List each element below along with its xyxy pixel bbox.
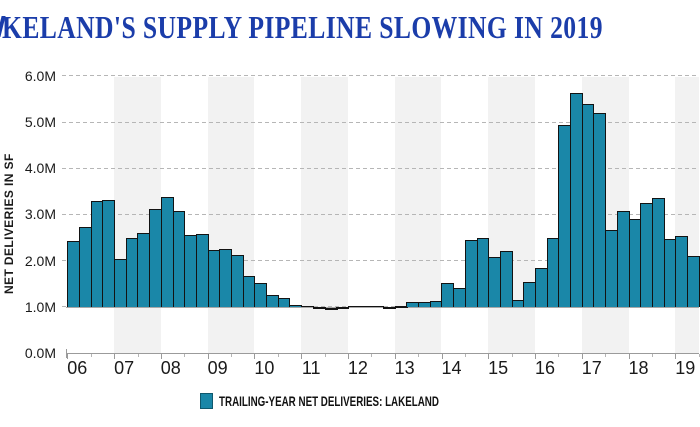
gridline	[62, 121, 699, 123]
x-axis-year-tick	[488, 354, 490, 359]
x-axis-year-tick	[114, 354, 116, 359]
x-axis-midyear-tick	[464, 354, 466, 357]
x-axis-year-tick	[535, 354, 536, 359]
x-axis-tick-label: 13	[394, 358, 415, 378]
bar-below-baseline	[394, 306, 408, 309]
year-shading-band	[207, 77, 255, 353]
bar	[301, 306, 314, 308]
y-axis-tick-label: 6.0M	[24, 67, 56, 84]
chart-title: KELAND'S SUPPLY PIPELINE SLOWING IN 2019	[2, 9, 603, 45]
x-axis-tick-label: 16	[534, 358, 556, 378]
x-axis-tick-label: 06	[67, 358, 88, 378]
y-axis-tick-label: 3.0M	[24, 206, 56, 223]
legend-label: TRAILING-YEAR NET DELIVERIES: LAKELAND	[219, 393, 439, 409]
x-axis-midyear-tick	[605, 354, 607, 357]
x-axis-midyear-tick	[418, 354, 420, 357]
x-axis-tick-label: 09	[207, 358, 228, 378]
gridline	[62, 75, 699, 77]
x-axis-year-tick	[301, 354, 303, 359]
x-axis-midyear-tick	[184, 354, 186, 357]
year-shading-band	[301, 77, 348, 353]
x-axis-tick-label: 14	[441, 358, 462, 378]
x-axis-tick-label: 12	[347, 358, 368, 378]
x-axis-tick-label: 19	[675, 358, 696, 378]
bar	[277, 298, 291, 307]
x-axis-tick-label: 08	[160, 358, 181, 378]
bar-below-baseline	[324, 307, 338, 310]
y-axis-title: NET DELIVERIES IN SF	[2, 153, 16, 294]
legend: TRAILING-YEAR NET DELIVERIES: LAKELAND	[200, 393, 533, 409]
x-axis-year-tick	[160, 354, 162, 359]
x-axis-midyear-tick	[324, 354, 326, 357]
x-axis-line	[66, 353, 699, 354]
baseline-rail	[66, 307, 699, 308]
bar	[499, 250, 513, 307]
bar-below-baseline	[336, 307, 350, 310]
x-axis-midyear-tick	[511, 354, 513, 357]
x-axis-midyear-tick	[698, 354, 700, 357]
x-axis-midyear-tick	[558, 354, 560, 357]
legend-swatch	[200, 393, 213, 409]
gridline	[62, 213, 699, 215]
year-shading-band	[488, 77, 535, 353]
x-axis-midyear-tick	[137, 354, 139, 357]
bar	[593, 112, 607, 307]
x-axis-midyear-tick	[651, 354, 653, 357]
x-axis-year-tick	[394, 354, 396, 359]
y-axis-tick-label: 4.0M	[24, 160, 56, 177]
x-axis-midyear-tick	[90, 354, 92, 357]
x-axis-year-tick	[628, 354, 630, 359]
y-axis-tick-label: 5.0M	[24, 114, 56, 130]
x-axis-year-tick	[581, 354, 583, 359]
year-shading-band	[394, 77, 442, 353]
x-axis-tick-label: 18	[628, 358, 649, 378]
x-axis-tick-label: 10	[254, 358, 275, 378]
bar	[102, 199, 116, 307]
gridline	[62, 167, 699, 169]
x-axis-year-tick	[441, 354, 443, 359]
x-axis-tick-label: 07	[114, 358, 135, 378]
gridline	[62, 260, 699, 262]
x-axis-midyear-tick	[277, 354, 279, 357]
bar-below-baseline	[312, 307, 327, 310]
x-axis-year-tick	[67, 354, 69, 359]
x-axis-midyear-tick	[371, 354, 373, 357]
x-axis-year-tick	[254, 354, 256, 359]
bar	[254, 283, 268, 307]
bar	[687, 255, 700, 307]
x-axis-year-tick	[207, 354, 209, 359]
bar	[289, 304, 303, 307]
y-axis-tick-label: 2.0M	[24, 252, 56, 269]
x-axis-year-tick	[675, 354, 677, 359]
x-axis-start-tick	[66, 349, 67, 358]
bar-below-baseline	[383, 306, 397, 309]
y-axis-tick-label: 0.0M	[24, 345, 56, 361]
y-axis-tick-label: 1.0M	[24, 298, 56, 315]
year-shading-band	[675, 77, 699, 353]
x-axis-year-tick	[347, 354, 349, 359]
x-axis-midyear-tick	[231, 354, 232, 357]
x-axis-tick-label: 15	[488, 358, 509, 378]
x-axis-tick-label: 11	[301, 358, 321, 378]
x-axis-tick-label: 17	[581, 358, 602, 378]
